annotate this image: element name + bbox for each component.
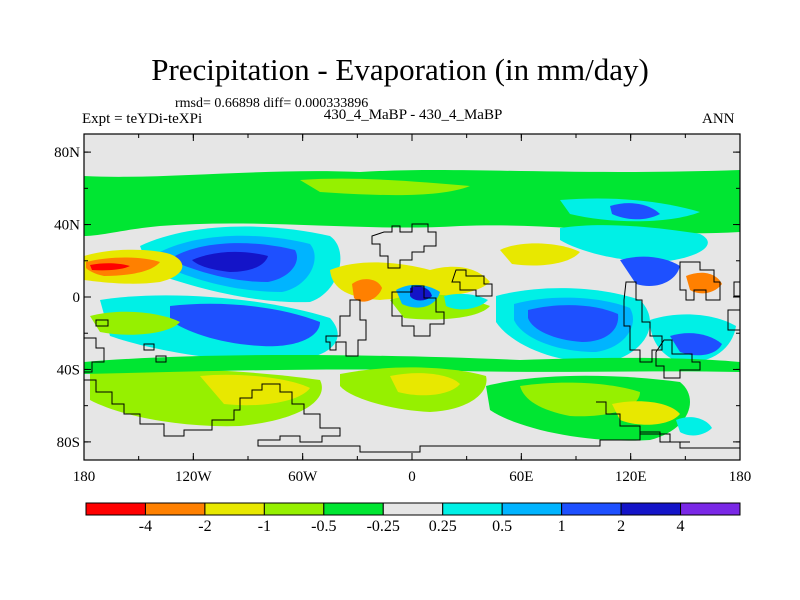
continent-antarctic-arc bbox=[84, 379, 740, 453]
axis-tick-labels: 180 120W 60W 0 60E 120E 180 80N 40N 0 40S 80S bbox=[54, 145, 751, 485]
axis-ticks bbox=[83, 134, 741, 460]
colorbar-label: -2 bbox=[198, 518, 212, 535]
nh-green-band bbox=[84, 170, 740, 236]
chart-subtitle: rmsd= 0.66898 diff= 0.000333896 bbox=[175, 96, 369, 111]
atl-orange bbox=[352, 279, 382, 302]
colorbar-label: 4 bbox=[676, 518, 685, 535]
x-tick-label: 60W bbox=[288, 469, 318, 485]
continent-australia bbox=[655, 339, 701, 379]
ind-blue bbox=[620, 256, 680, 286]
period-label: 430_4_MaBP - 430_4_MaBP bbox=[323, 107, 503, 123]
atl-darkblue bbox=[410, 286, 432, 301]
continent-africa bbox=[391, 285, 445, 337]
y-tick-label: 0 bbox=[73, 290, 81, 306]
y-tick-label: 80N bbox=[54, 145, 80, 161]
x-tick-label: 120E bbox=[615, 469, 647, 485]
so-green-strip bbox=[84, 355, 740, 374]
y-tick-label: 40S bbox=[57, 362, 80, 378]
colorbar-label: 0.5 bbox=[492, 518, 513, 535]
so-yellow-ind bbox=[612, 401, 680, 425]
spac-lightgreen bbox=[90, 311, 180, 335]
continent-south-america bbox=[325, 299, 367, 357]
so-lightgreen-ind bbox=[520, 382, 640, 417]
x-tick-label: 180 bbox=[73, 469, 96, 485]
colorbar-label: 2 bbox=[617, 518, 626, 535]
x-tick-label: 60E bbox=[509, 469, 533, 485]
continent-outlines bbox=[84, 223, 740, 453]
ind-yellow bbox=[500, 243, 580, 266]
x-tick-label: 120W bbox=[175, 469, 213, 485]
continent-antarctic-pacific bbox=[84, 319, 167, 373]
colorbar-label: 1 bbox=[557, 518, 566, 535]
nh-lightgreen-patch bbox=[300, 178, 470, 196]
colorbar-swatch bbox=[263, 502, 325, 516]
colorbar bbox=[85, 502, 741, 516]
experiment-label: Expt = teYDi-teXPi bbox=[82, 111, 203, 127]
so-cyan-ind bbox=[676, 417, 712, 436]
continent-maritime bbox=[727, 281, 740, 331]
npac-darkblue bbox=[192, 251, 268, 272]
x-tick-label: 180 bbox=[729, 469, 752, 485]
aus-blue bbox=[670, 333, 722, 356]
sind-darkblue bbox=[528, 305, 619, 342]
colorbar-label: -0.25 bbox=[366, 518, 400, 535]
so-yellow-atl bbox=[390, 373, 460, 396]
chart-title: Precipitation - Evaporation (in mm/day) bbox=[151, 52, 649, 87]
colorbar-swatch bbox=[501, 502, 563, 516]
colorbar-swatch bbox=[442, 502, 503, 516]
y-tick-label: 40N bbox=[54, 218, 80, 234]
colorbar-swatch bbox=[85, 502, 146, 516]
colorbar-swatch bbox=[382, 502, 444, 516]
colorbar-swatch bbox=[144, 502, 206, 516]
colorbar-swatch bbox=[323, 502, 384, 516]
colorbar-swatch bbox=[204, 502, 265, 516]
ind-cyan bbox=[560, 225, 708, 262]
colorbar-swatch bbox=[680, 502, 741, 516]
spac-blue bbox=[170, 303, 320, 347]
colorbar-label: -0.5 bbox=[311, 518, 337, 535]
y-tick-label: 80S bbox=[57, 435, 80, 451]
continent-north-america bbox=[371, 223, 437, 269]
colorbar-label: -1 bbox=[257, 518, 272, 535]
continent-antarctic-indian bbox=[596, 401, 690, 443]
colorbar-swatch bbox=[620, 502, 682, 516]
season-label: ANN bbox=[702, 111, 735, 127]
atl-cyan bbox=[444, 293, 488, 310]
x-tick-label: 0 bbox=[408, 469, 416, 485]
continent-africa-north bbox=[451, 269, 493, 297]
asia-blue-patch bbox=[610, 203, 660, 220]
continent-east-asia bbox=[679, 261, 721, 301]
colorbar-swatch bbox=[561, 502, 622, 516]
colorbar-label: 0.25 bbox=[428, 518, 457, 535]
colorbar-label: -4 bbox=[138, 518, 153, 535]
itcz-red bbox=[90, 263, 130, 271]
contour-field bbox=[84, 134, 740, 460]
maritime-orange bbox=[686, 272, 722, 294]
